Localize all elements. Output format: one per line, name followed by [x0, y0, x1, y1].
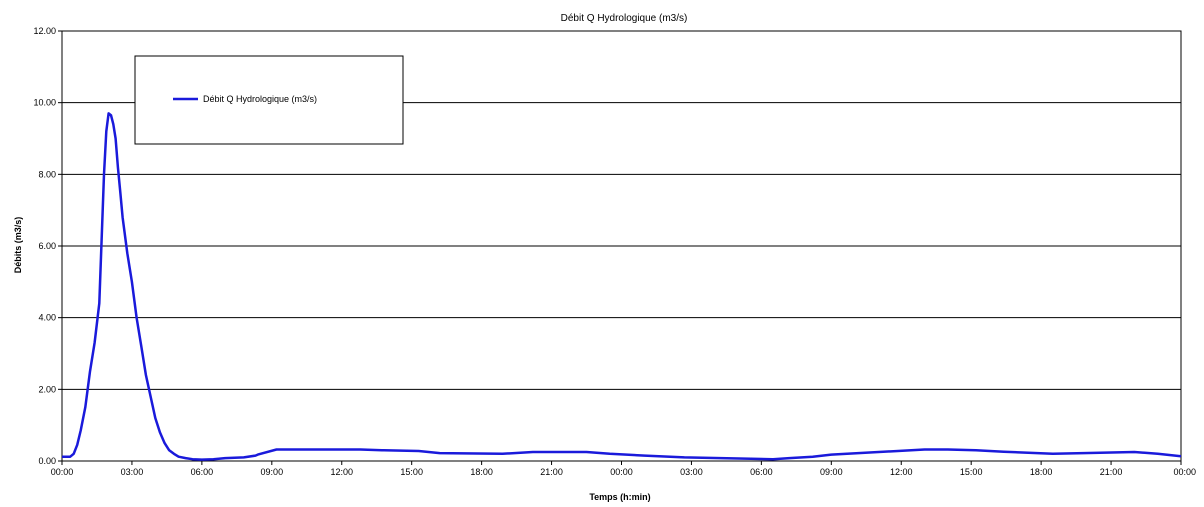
x-tick-label: 12:00: [890, 467, 913, 477]
plot-area-frame: [61, 30, 1182, 462]
chart-title: Débit Q Hydrologique (m3/s): [561, 13, 688, 24]
x-tick-label: 21:00: [1100, 467, 1123, 477]
x-tick-label: 03:00: [680, 467, 703, 477]
legend-entry-label: Débit Q Hydrologique (m3/s): [203, 94, 317, 104]
y-tick-label: 8.00: [38, 169, 56, 179]
gridlines: [62, 102, 1181, 390]
x-tick-label: 06:00: [750, 467, 773, 477]
x-tick-label: 00:00: [610, 467, 633, 477]
y-tick-label: 10.00: [33, 98, 56, 108]
x-tick-label: 18:00: [470, 467, 493, 477]
legend: Débit Q Hydrologique (m3/s): [134, 55, 404, 145]
y-tick-label: 4.00: [38, 313, 56, 323]
x-tick-label: 00:00: [51, 467, 74, 477]
y-axis-ticks: 0.00 2.00 4.00 6.00 8.00 10.00 12.00: [33, 26, 62, 466]
x-tick-label: 12:00: [330, 467, 353, 477]
y-tick-label: 12.00: [33, 26, 56, 36]
x-tick-label: 15:00: [400, 467, 423, 477]
x-tick-label: 21:00: [540, 467, 563, 477]
x-tick-label: 09:00: [820, 467, 843, 477]
x-tick-label: 06:00: [191, 467, 214, 477]
y-tick-label: 0.00: [38, 456, 56, 466]
x-axis-label: Temps (h:min): [589, 492, 650, 502]
x-tick-label: 15:00: [960, 467, 983, 477]
x-tick-label: 00:00: [1173, 467, 1196, 477]
x-tick-label: 18:00: [1030, 467, 1053, 477]
y-tick-label: 6.00: [38, 241, 56, 251]
series-line-debit: [62, 112, 1182, 461]
y-axis-label: Débits (m3/s): [13, 217, 23, 274]
x-tick-label: 03:00: [121, 467, 144, 477]
series-layer: [62, 112, 1182, 461]
x-tick-label: 09:00: [261, 467, 284, 477]
x-axis-ticks: 00:00 03:00 06:00 09:00 12:00 15:00 18:00 21:00…: [51, 461, 1196, 477]
y-tick-label: 2.00: [38, 384, 56, 394]
